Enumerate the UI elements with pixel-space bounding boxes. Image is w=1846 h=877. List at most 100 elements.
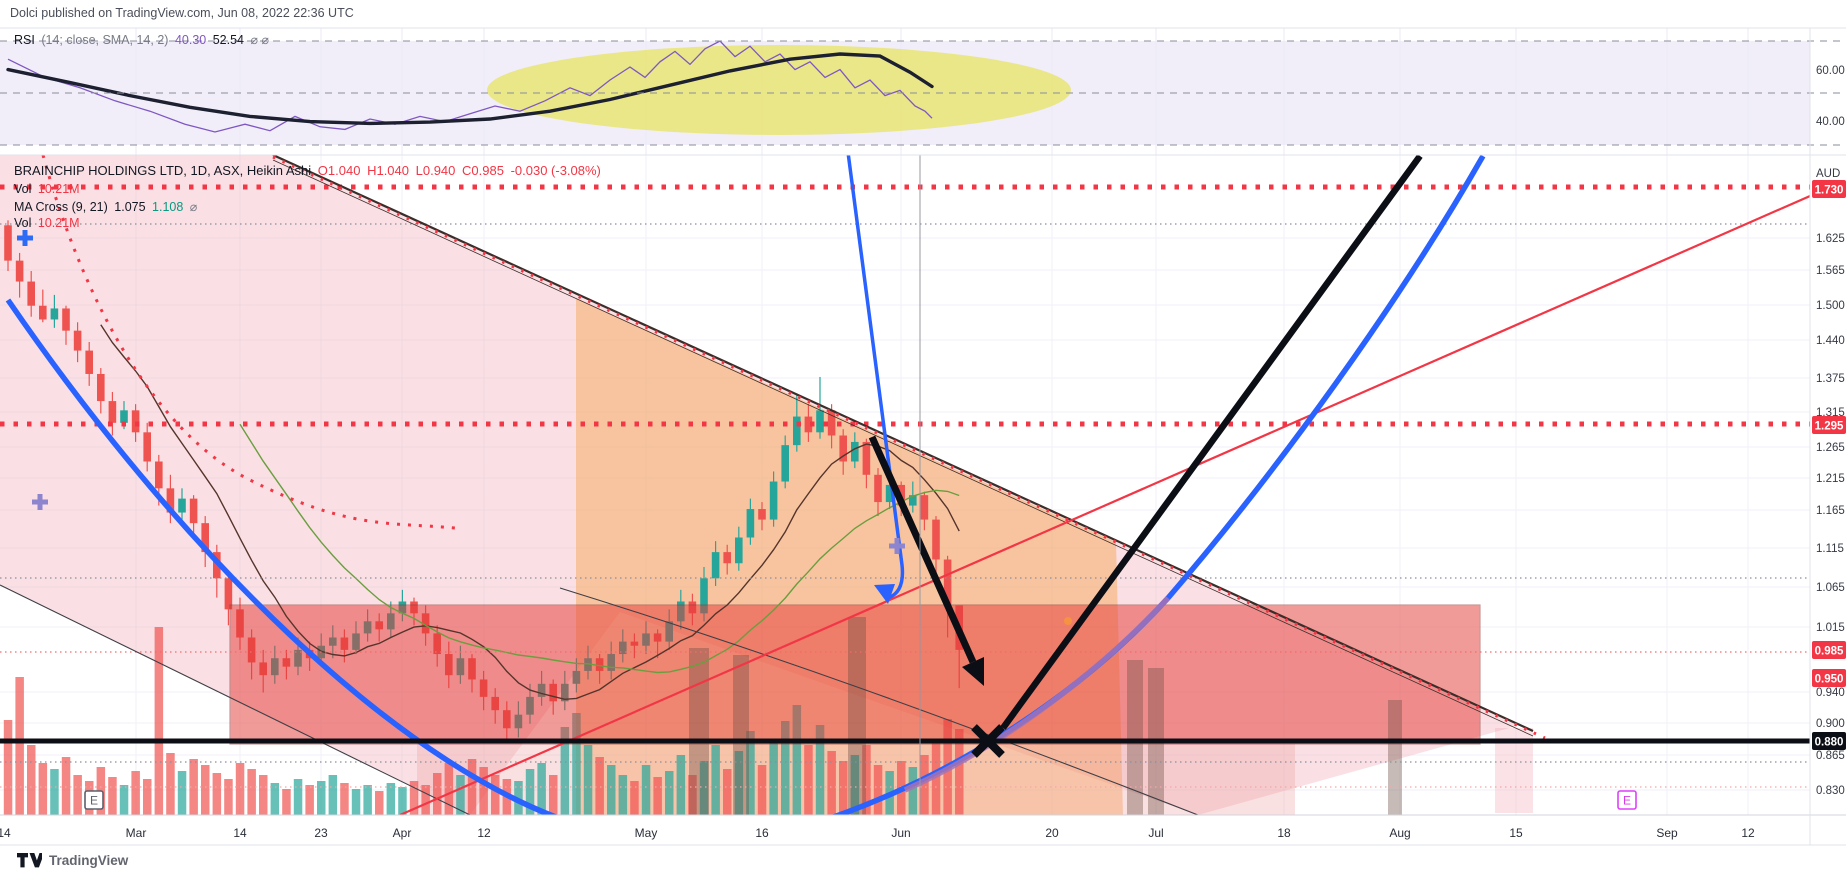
svg-text:0.830: 0.830 bbox=[1816, 785, 1845, 797]
ma-cross-value-1: 1.075 bbox=[114, 200, 146, 214]
ma-cross-value-2: 1.108 bbox=[152, 200, 184, 214]
price-axis[interactable]: AUD1.6251.5651.5001.4401.3751.3151.2651.… bbox=[1812, 65, 1846, 797]
gray-volume-bars bbox=[689, 617, 1402, 815]
black-arrowhead bbox=[962, 657, 984, 686]
svg-text:60.00: 60.00 bbox=[1816, 65, 1845, 77]
price-badge bbox=[1812, 669, 1846, 687]
ma-cross-label: MA Cross (9, 21) bbox=[14, 200, 108, 214]
earnings-badge[interactable] bbox=[1617, 790, 1637, 810]
symbol-legend[interactable]: BRAINCHIP HOLDINGS LTD, 1D, ASX, Heikin … bbox=[14, 163, 604, 178]
channel-upper-dots bbox=[272, 155, 1546, 740]
annotations[interactable] bbox=[0, 137, 1810, 839]
volume2-value: 10.21M bbox=[37, 216, 80, 230]
ma-cross-legend[interactable]: MA Cross (9, 21) 1.075 1.108 ⌀ bbox=[14, 199, 200, 214]
svg-text:1.065: 1.065 bbox=[1816, 582, 1845, 594]
volume-legend[interactable]: Vol 10.21M bbox=[14, 182, 83, 196]
volume2-label: Vol bbox=[14, 216, 32, 230]
ohlc-low: L0.940 bbox=[415, 163, 456, 178]
dotted-curve-left bbox=[41, 155, 456, 530]
parabola-mauve-overlay bbox=[903, 596, 1171, 793]
volume-legend-2[interactable]: Vol 10.21M bbox=[14, 216, 83, 230]
svg-text:12: 12 bbox=[477, 826, 491, 840]
x-marker-2 bbox=[971, 724, 1005, 758]
rsi-legend[interactable]: RSI (14; close, SMA, 14, 2) 40.30 52.54 … bbox=[14, 32, 272, 47]
black-trendline-up bbox=[1000, 155, 1423, 730]
volume-label: Vol bbox=[14, 182, 32, 196]
rsi-action-icons[interactable]: ⌀ ⌀ bbox=[250, 33, 270, 47]
svg-text:1.015: 1.015 bbox=[1816, 622, 1845, 634]
svg-text:14: 14 bbox=[233, 826, 247, 840]
svg-text:15: 15 bbox=[1509, 826, 1523, 840]
tradingview-logo-icon bbox=[17, 853, 42, 868]
ma-lines bbox=[100, 324, 960, 701]
blue-parabola bbox=[5, 155, 1486, 815]
price-badge bbox=[1812, 416, 1846, 434]
ma-21-line bbox=[239, 423, 960, 674]
svg-text:AUD: AUD bbox=[1816, 168, 1840, 180]
rsi-params: (14; close, SMA, 14, 2) bbox=[41, 33, 169, 47]
svg-text:1.440: 1.440 bbox=[1816, 335, 1845, 347]
rsi-pane bbox=[0, 28, 1810, 155]
svg-text:Jun: Jun bbox=[891, 826, 910, 840]
svg-text:23: 23 bbox=[314, 826, 328, 840]
channel-upper-line bbox=[272, 155, 1534, 733]
blue-arrowhead bbox=[874, 584, 895, 604]
channel-upper-twin bbox=[272, 159, 1534, 737]
svg-text:1.215: 1.215 bbox=[1816, 473, 1845, 485]
rsi-line bbox=[7, 40, 933, 133]
ma-cross-icon[interactable]: ⌀ bbox=[189, 200, 198, 214]
dot-marker bbox=[1064, 617, 1072, 625]
svg-text:Apr: Apr bbox=[393, 826, 412, 840]
ma-9-line bbox=[100, 324, 960, 701]
svg-text:1.500: 1.500 bbox=[1816, 300, 1845, 312]
svg-text:40.00: 40.00 bbox=[1816, 116, 1845, 128]
price-badge bbox=[1812, 180, 1846, 198]
earnings-badge[interactable] bbox=[84, 790, 104, 810]
svg-text:May: May bbox=[635, 826, 658, 840]
price-badge bbox=[1812, 641, 1846, 659]
channel-lower-left bbox=[0, 584, 471, 815]
publish-attribution: Dolci published on TradingView.com, Jun … bbox=[10, 6, 354, 20]
svg-text:1.295: 1.295 bbox=[1815, 421, 1844, 433]
rsi-indicator-name: RSI bbox=[14, 33, 35, 47]
ohlc-high: H1.040 bbox=[367, 163, 409, 178]
svg-text:14: 14 bbox=[0, 826, 11, 840]
rsi-ma-value: 52.54 bbox=[212, 33, 244, 47]
svg-text:0.950: 0.950 bbox=[1815, 674, 1844, 686]
ohlc-change: -0.030 (-3.08%) bbox=[510, 163, 601, 178]
tradingview-footer[interactable]: TradingView bbox=[16, 851, 128, 869]
svg-text:E: E bbox=[1623, 794, 1631, 808]
svg-text:1.730: 1.730 bbox=[1815, 185, 1844, 197]
ohlc-close: C0.985 bbox=[462, 163, 504, 178]
channel-lower-right bbox=[559, 587, 1199, 815]
svg-text:1.115: 1.115 bbox=[1816, 543, 1844, 555]
volume-value: 10.21M bbox=[37, 182, 80, 196]
svg-text:0.880: 0.880 bbox=[1815, 737, 1844, 749]
svg-text:1.625: 1.625 bbox=[1816, 233, 1845, 245]
svg-text:20: 20 bbox=[1045, 826, 1059, 840]
svg-text:18: 18 bbox=[1277, 826, 1291, 840]
symbol-title[interactable]: BRAINCHIP HOLDINGS LTD, 1D, ASX, Heikin … bbox=[14, 163, 312, 178]
svg-text:16: 16 bbox=[755, 826, 769, 840]
red-trendline-up bbox=[399, 194, 1810, 815]
time-axis[interactable]: 14 Mar 14 23 Apr 12 May 16 Jun 20 Jul 18 Aug 15 Sep 12 bbox=[0, 826, 1755, 840]
blue-steep-arrow-line bbox=[846, 155, 905, 600]
svg-text:1.265: 1.265 bbox=[1816, 442, 1845, 454]
price-badge bbox=[1812, 732, 1846, 750]
svg-text:0.900: 0.900 bbox=[1816, 718, 1845, 730]
svg-text:1.375: 1.375 bbox=[1816, 373, 1845, 385]
svg-text:12: 12 bbox=[1741, 826, 1755, 840]
svg-text:0.985: 0.985 bbox=[1815, 646, 1844, 658]
svg-text:Mar: Mar bbox=[126, 826, 147, 840]
svg-text:Jul: Jul bbox=[1148, 826, 1163, 840]
black-arrow-line bbox=[868, 435, 977, 664]
svg-text:Aug: Aug bbox=[1389, 826, 1410, 840]
ohlc-open: O1.040 bbox=[317, 163, 361, 178]
svg-text:0.940: 0.940 bbox=[1816, 687, 1845, 699]
rsi-value: 40.30 bbox=[174, 33, 207, 47]
yellow-highlight-ellipse bbox=[487, 45, 1071, 135]
rsi-smoothing-ma-line bbox=[6, 52, 934, 126]
svg-text:0.865: 0.865 bbox=[1816, 750, 1845, 762]
